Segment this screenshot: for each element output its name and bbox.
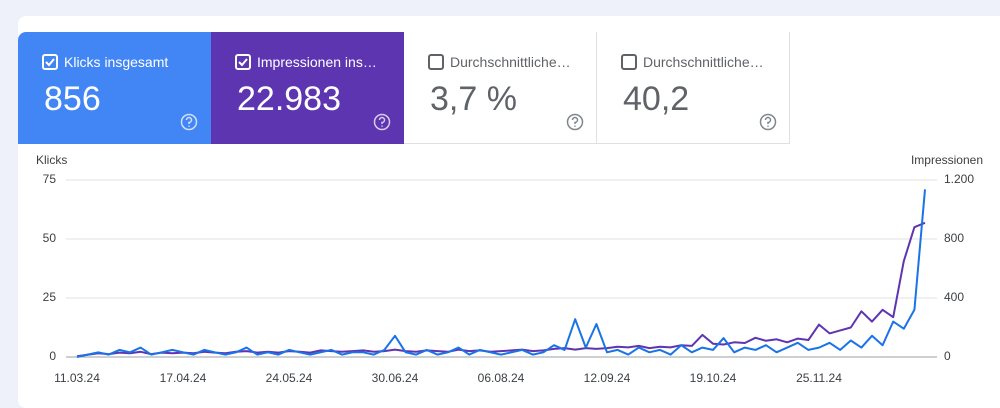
checkbox-box [235,54,251,70]
help-circle [759,113,777,131]
metric-card[interactable]: Impressionen ins… 22.983 [211,32,404,144]
checkmark [238,58,248,67]
y2-tick-label: 1.200 [944,172,974,186]
series-line [76,221,926,358]
help-circle [373,113,391,131]
help-mark [185,116,193,127]
y-tick-label: 50 [43,231,57,245]
x-tick-label: 06.08.24 [478,371,525,385]
y2-tick-label: 800 [944,231,964,245]
y-tick-label: 25 [43,290,57,304]
chart: Klicks Impressionen 0 25 50 75 0 400 800 1.200 11.… [36,153,983,385]
x-tick-label: 19.10.24 [690,371,737,385]
y2-axis-title: Impressionen [911,153,983,167]
card-value: 40,2 [623,80,690,118]
help-mark [378,116,386,127]
metric-card[interactable]: Klicks insgesamt 856 [18,32,211,144]
y2-tick-label: 400 [944,290,964,304]
checkbox [42,54,58,70]
series-line [76,189,926,358]
x-tick-label: 17.04.24 [160,371,207,385]
help-circle [566,113,584,131]
help-icon [180,113,198,131]
x-tick-label: 30.06.24 [372,371,419,385]
card-value: 3,7 % [430,80,517,118]
checkbox [621,54,637,70]
x-tick-label: 12.09.24 [584,371,631,385]
card-value: 856 [44,80,101,118]
x-tick-label: 24.05.24 [266,371,313,385]
help-icon [759,113,777,131]
help-circle [180,113,198,131]
panel: Klicks Impressionen 0 25 50 75 0 400 800 1.200 11.… [18,16,1000,408]
help-mark [571,116,579,127]
checkbox-box [621,54,637,70]
card-label: Durchschnittliche… [643,54,764,70]
checkbox [428,54,444,70]
x-tick-label: 25.11.24 [796,371,842,385]
y-tick-label: 75 [43,172,57,186]
x-tick-label: 11.03.24 [54,371,100,385]
y2-tick-label: 0 [944,349,951,363]
y-axis-title: Klicks [36,153,67,167]
y-tick-label: 0 [49,349,56,363]
card-label: Klicks insgesamt [64,54,169,70]
help-mark [764,116,772,127]
metric-card[interactable]: Durchschnittliche… 40,2 [597,32,790,144]
checkbox-box [42,54,58,70]
card-label: Impressionen ins… [257,54,377,70]
checkmark [45,58,55,67]
metric-card[interactable]: Durchschnittliche… 3,7 % [404,32,597,144]
help-icon [566,113,584,131]
checkbox [235,54,251,70]
card-label: Durchschnittliche… [450,54,571,70]
help-icon [373,113,391,131]
card-value: 22.983 [237,80,341,118]
checkbox-box [428,54,444,70]
